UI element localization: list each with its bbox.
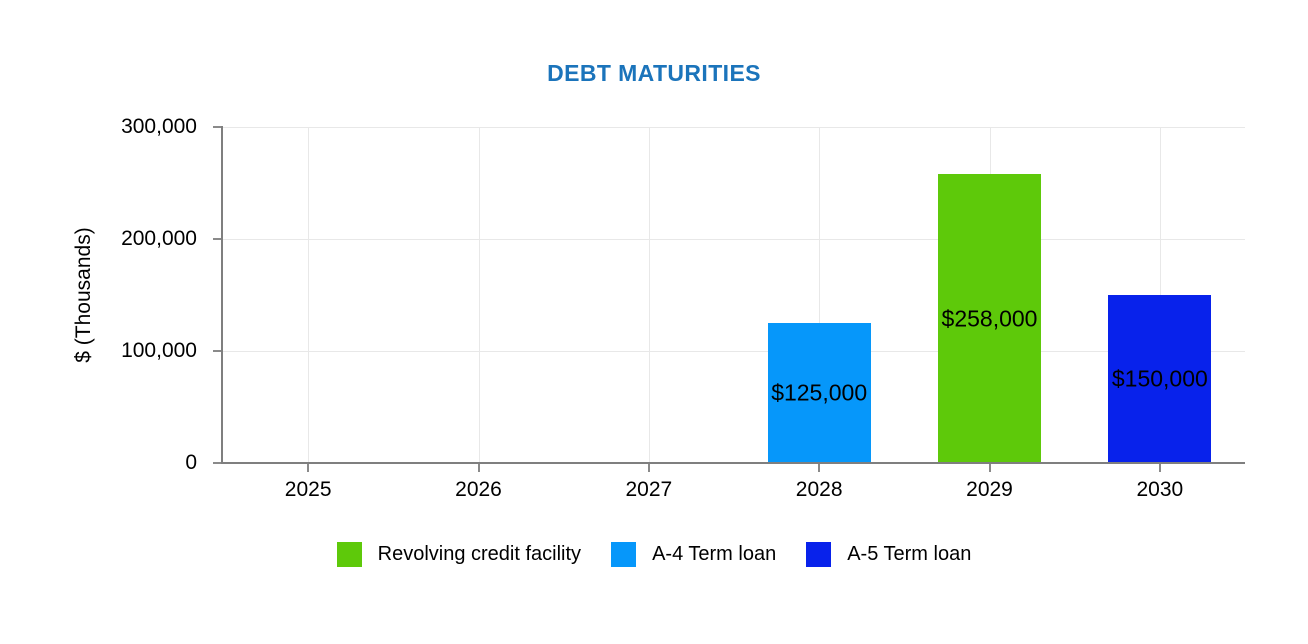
x-tick — [307, 463, 310, 472]
x-tick — [818, 463, 821, 472]
x-tick-label: 2030 — [1136, 478, 1184, 501]
v-gridline — [308, 127, 310, 463]
y-tick — [213, 126, 223, 128]
bar-2029 — [938, 174, 1041, 463]
h-gridline — [223, 127, 1245, 128]
h-gridline — [223, 351, 1245, 352]
legend-label: Revolving credit facility — [377, 543, 582, 565]
legend-swatch — [611, 542, 637, 567]
x-tick-label: 2026 — [455, 478, 502, 501]
x-tick — [1158, 463, 1161, 472]
bar-value-label: $150,000 — [1111, 365, 1208, 392]
y-tick-label: 0 — [185, 451, 197, 474]
x-axis-line — [221, 462, 1245, 464]
x-tick-label: 2025 — [284, 478, 332, 501]
v-gridline — [478, 127, 480, 463]
bar-2030 — [1108, 295, 1212, 463]
bar-value-label: $258,000 — [941, 305, 1038, 332]
x-tick-label: 2027 — [625, 478, 673, 501]
legend-swatch — [336, 542, 362, 567]
h-gridline — [223, 239, 1245, 240]
x-tick-label: 2028 — [795, 478, 843, 501]
x-tick — [647, 463, 650, 472]
v-gridline — [648, 127, 650, 463]
y-tick — [213, 238, 223, 240]
chart-title: DEBT MATURITIES — [547, 60, 761, 86]
v-gridline — [819, 127, 821, 463]
legend: Revolving credit facility A-4 Term loan A-… — [0, 542, 1308, 567]
legend-swatch — [806, 542, 832, 567]
x-tick — [988, 463, 991, 472]
legend-item: A-5 Term loan — [806, 542, 971, 567]
legend-label: A-5 Term loan — [847, 543, 972, 565]
x-tick-label: 2029 — [966, 478, 1013, 501]
bar-value-label: $125,000 — [771, 379, 868, 406]
y-tick — [213, 462, 223, 464]
y-tick-label: 100,000 — [121, 339, 197, 362]
x-tick — [477, 463, 480, 472]
legend-item: A-4 Term loan — [611, 542, 776, 567]
y-axis-line — [221, 126, 223, 464]
y-tick-label: 300,000 — [121, 115, 197, 138]
legend-label: A-4 Term loan — [652, 543, 777, 565]
bar-2028 — [767, 323, 871, 463]
y-tick — [213, 350, 223, 352]
y-tick-label: 200,000 — [121, 227, 197, 250]
legend-item: Revolving credit facility — [336, 542, 582, 567]
